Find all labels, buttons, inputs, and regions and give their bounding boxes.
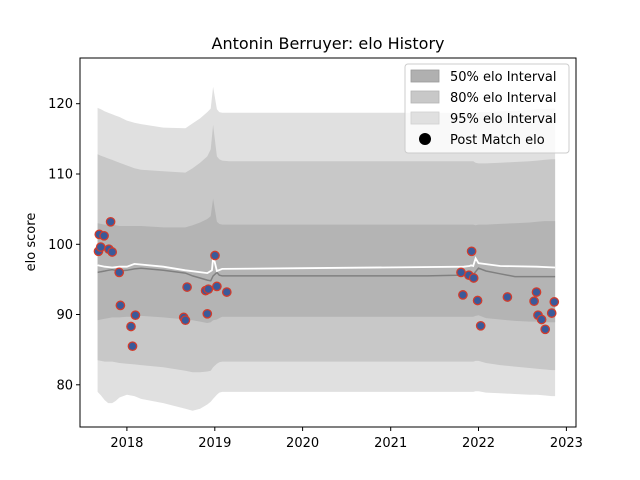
legend: 50% elo Interval 80% elo Interval 95% el…	[404, 63, 570, 154]
post-match-point	[472, 295, 483, 306]
y-tick-label: 80	[56, 378, 73, 393]
y-axis-label: elo score	[24, 213, 39, 272]
mean-elo-line	[97, 267, 556, 282]
post-match-point	[95, 242, 106, 252]
x-tick-label: 2022	[462, 436, 495, 451]
x-tick-label: 2023	[550, 436, 583, 451]
legend-label-post-match: Post Match elo	[450, 133, 545, 148]
post-match-point	[531, 287, 542, 297]
post-match-point	[536, 314, 547, 325]
post-match-point	[127, 341, 138, 352]
post-match-point	[130, 310, 141, 321]
legend-label-50: 50% elo Interval	[450, 70, 557, 85]
post-match-line	[97, 255, 556, 275]
post-match-point	[115, 300, 126, 311]
x-tick-label: 2018	[110, 436, 143, 451]
legend-marker-post-match	[419, 133, 431, 145]
post-match-point	[202, 308, 213, 319]
x-axis-ticks: 2018 2019 2020 2021 2022 2023	[110, 427, 583, 451]
post-match-point	[99, 230, 109, 241]
post-match-point	[180, 315, 191, 326]
y-tick-label: 120	[48, 97, 73, 112]
chart-title: Antonin Berruyer: elo History	[212, 34, 445, 53]
x-tick-label: 2019	[198, 436, 231, 451]
post-match-point	[546, 308, 557, 318]
legend-swatch-50	[410, 69, 440, 83]
y-tick-label: 110	[48, 168, 73, 183]
plot-area	[93, 86, 560, 411]
post-match-point	[126, 321, 136, 332]
y-axis-ticks: 80 90 100 110 120	[48, 97, 80, 393]
legend-swatch-80	[410, 90, 440, 104]
legend-swatch-95	[410, 111, 440, 125]
post-match-point	[203, 284, 214, 295]
post-match-point	[210, 250, 220, 261]
post-match-point	[107, 247, 118, 257]
post-match-point	[182, 282, 192, 292]
post-match-point	[114, 267, 125, 278]
y-tick-label: 90	[56, 308, 73, 323]
legend-label-95: 95% elo Interval	[450, 112, 557, 127]
post-match-point	[468, 273, 479, 283]
legend-frame	[404, 63, 570, 154]
post-match-point	[549, 297, 560, 307]
x-tick-label: 2021	[374, 436, 407, 451]
x-tick-label: 2020	[286, 436, 319, 451]
post-match-point	[105, 216, 116, 227]
post-match-point	[529, 296, 539, 307]
post-match-point	[502, 292, 513, 302]
post-match-point	[212, 281, 222, 292]
post-match-point	[221, 287, 232, 297]
post-match-points	[93, 216, 560, 352]
post-match-point	[456, 267, 466, 278]
post-match-point	[540, 324, 551, 335]
legend-label-80: 80% elo Interval	[450, 91, 557, 106]
post-match-point	[458, 290, 468, 300]
post-match-point	[466, 246, 477, 257]
post-match-point	[475, 320, 486, 331]
axes-frame	[79, 57, 577, 428]
y-tick-label: 100	[48, 238, 73, 253]
